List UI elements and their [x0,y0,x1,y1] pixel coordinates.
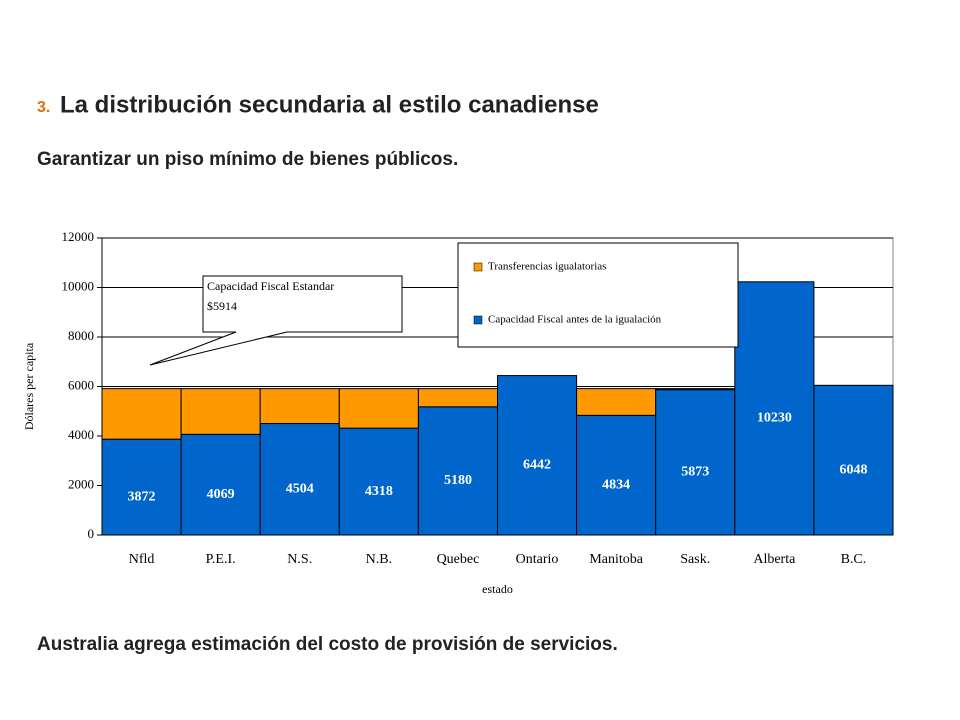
bar-segment [259,423,340,536]
x-tick-label: Manitoba [589,552,643,567]
data-label: 4318 [365,484,393,499]
bar-segment [180,388,261,435]
legend-swatch [473,262,483,272]
bar-segment [338,388,419,429]
x-axis-label: estado [482,582,513,596]
section-number: 3. [37,99,50,116]
data-label: 6048 [839,462,867,477]
bar-segment [417,388,498,408]
legend-label: Capacidad Fiscal antes de la igualación [488,314,662,326]
callout [149,275,403,366]
data-label: 10230 [757,411,792,426]
bar-segment [259,388,340,425]
annotation-text: Capacidad Fiscal Estandar [207,279,334,293]
bar-segment [813,384,894,536]
y-tick-label: 8000 [68,328,94,343]
bar-segment [655,389,736,536]
data-label: 4069 [207,487,235,502]
x-tick-label: N.B. [366,552,392,567]
data-label: 5873 [681,465,709,480]
bar-segment [417,406,498,536]
bar-segment [576,414,657,536]
x-tick-label: P.E.I. [206,552,236,567]
data-label: 4834 [602,477,630,492]
data-label: 3872 [128,489,156,504]
data-label: 6442 [523,457,551,472]
x-tick-label: Alberta [753,552,796,567]
x-tick-label: Ontario [516,552,559,567]
data-label: 5180 [444,473,472,488]
data-label: 4504 [286,481,314,496]
y-tick-label: 12000 [62,229,95,244]
y-tick-label: 0 [88,526,95,541]
annotation-text: $5914 [207,299,237,313]
x-tick-label: Quebec [437,552,480,567]
bar-segment [655,388,736,391]
legend-label: Transferencias igualatorias [488,261,606,273]
slide-title: La distribución secundaria al estilo can… [60,91,599,118]
x-tick-label: Nfld [129,552,155,567]
x-tick-label: Sask. [680,552,710,567]
y-axis-label: Dólares per capita [22,342,36,430]
x-tick-label: B.C. [841,552,867,567]
legend-swatch [473,315,483,325]
chart: 0 2000 4000 6000 8000 10000 12000 Dólares per c… [22,229,894,596]
y-tick-label: 6000 [68,377,94,392]
bar-segment [101,438,182,536]
bar-segment [180,433,261,536]
x-tick-label: N.S. [287,552,312,567]
subtitle: Garantizar un piso mínimo de bienes públ… [37,149,458,170]
bar-segment [734,281,815,536]
bar-segment [576,388,657,416]
legend-box [457,242,739,348]
footer: Australia agrega estimación del costo de… [37,634,618,655]
bar-segment [338,427,419,536]
bar-segment [101,388,182,440]
y-tick-label: 10000 [62,278,95,293]
y-tick-label: 4000 [68,427,94,442]
y-tick-label: 2000 [68,476,94,491]
bar-segment [497,375,578,536]
